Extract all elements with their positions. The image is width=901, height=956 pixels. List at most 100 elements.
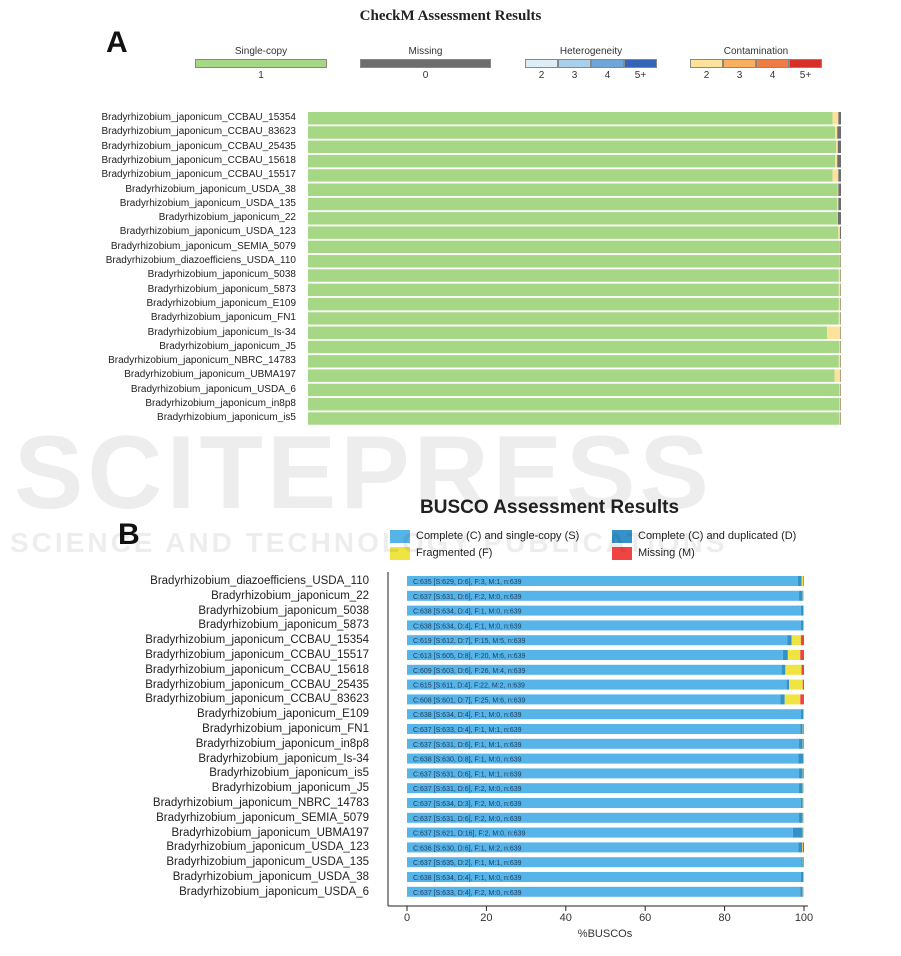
busco-category-label: Bradyrhizobium_japonicum_Is-34 <box>198 752 369 765</box>
busco-bar-fragmented <box>803 709 804 720</box>
con-swatch-4 <box>789 59 822 68</box>
busco-bar-label: C:638 [S:634, D:4], F:1, M:0, n:639 <box>413 609 522 616</box>
busco-bar-duplicated <box>781 664 786 675</box>
checkm-bar-missing <box>840 255 841 268</box>
busco-bar-duplicated <box>787 635 792 646</box>
busco-category-label: Bradyrhizobium_japonicum_E109 <box>197 708 369 721</box>
busco-bar-label: C:635 [S:629, D:6], F:3, M:1, n:639 <box>413 579 522 586</box>
busco-bar-duplicated <box>799 738 803 749</box>
busco-bar-single <box>407 635 788 646</box>
busco-bar-label: C:638 [S:634, D:4], F:1, M:0, n:639 <box>413 712 522 719</box>
panel-b-letter: B <box>118 518 140 551</box>
busco-bar-single <box>407 664 782 675</box>
busco-bar-missing <box>800 635 804 646</box>
busco-bar-missing <box>802 842 804 853</box>
checkm-bar-contamination <box>837 212 838 225</box>
busco-bar-single <box>407 753 799 764</box>
busco-category-label: Bradyrhizobium_japonicum_J5 <box>211 782 369 795</box>
busco-bar-duplicated <box>800 709 804 720</box>
busco-bar-single <box>407 886 801 897</box>
busco-category-label: Bradyrhizobium_japonicum_USDA_135 <box>166 856 369 869</box>
checkm-bar-missing <box>838 183 841 196</box>
busco-bar-fragmented <box>802 827 804 838</box>
checkm-bar-contamination <box>832 112 839 125</box>
checkm-category-label: Bradyrhizobium_japonicum_J5 <box>159 340 296 352</box>
busco-bar-fragmented <box>802 842 803 853</box>
checkm-bar-missing <box>840 412 841 425</box>
busco-bar-fragmented <box>803 605 804 616</box>
legend-missing-label: Missing <box>408 46 443 57</box>
legend-heterogeneity-label: Heterogeneity <box>559 46 623 57</box>
checkm-bar-missing <box>837 154 841 168</box>
busco-bar-fragmented <box>802 812 804 823</box>
checkm-category-label: Bradyrhizobium_japonicum_Is-34 <box>147 326 296 338</box>
busco-category-label: Bradyrhizobium_japonicum_NBRC_14783 <box>152 797 369 809</box>
checkm-bars <box>308 111 841 427</box>
busco-bar-single <box>407 738 800 749</box>
checkm-bar-contamination <box>839 383 841 397</box>
checkm-bar-single-copy <box>308 126 836 139</box>
busco-bar-label: C:638 [S:634, D:4], F:1, M:0, n:639 <box>413 623 522 630</box>
checkm-bar-single-copy <box>308 369 835 382</box>
checkm-bar-contamination <box>839 412 841 425</box>
checkm-bar-missing <box>840 340 841 354</box>
busco-category-label: Bradyrhizobium_japonicum_is5 <box>209 767 369 780</box>
busco-bar-missing <box>800 650 804 660</box>
busco-bar-label: C:637 [S:633, D:4], F:2, M:0, n:639 <box>413 890 522 897</box>
busco-bar-label: C:637 [S:621, D:16], F:2, M:0, n:639 <box>413 831 526 838</box>
legend-missing-swatch <box>360 59 491 68</box>
checkm-bar-missing <box>837 212 841 225</box>
busco-bar-fragmented <box>787 650 801 660</box>
busco-bar-single <box>407 812 800 823</box>
checkm-category-label: Bradyrhizobium_japonicum_CCBAU_15517 <box>101 169 296 181</box>
checkm-category-label: Bradyrhizobium_japonicum_E109 <box>146 297 296 309</box>
busco-bar-label: C:637 [S:635, D:2], F:1, M:1, n:639 <box>413 860 522 867</box>
busco-category-label: Bradyrhizobium_japonicum_FN1 <box>202 723 369 735</box>
busco-category-label: Bradyrhizobium_japonicum_CCBAU_83623 <box>145 693 369 706</box>
checkm-bar-single-copy <box>308 297 839 311</box>
busco-bar-single <box>407 857 802 868</box>
busco-bar-duplicated <box>799 783 803 794</box>
checkm-category-label: Bradyrhizobium_japonicum_UBMA197 <box>124 369 296 381</box>
busco-bar-label: C:638 [S:634, D:4], F:1, M:0, n:639 <box>413 875 522 882</box>
checkm-bar-single-copy <box>308 340 840 354</box>
busco-bar-duplicated <box>800 724 803 734</box>
busco-bar-missing <box>803 768 804 779</box>
busco-bar-single <box>407 650 783 660</box>
checkm-bar-single-copy <box>308 212 838 225</box>
legend-single-copy-tick: 1 <box>258 70 264 81</box>
busco-bar-missing <box>803 724 804 734</box>
checkm-bar-missing <box>838 197 841 211</box>
checkm-category-label: Bradyrhizobium_japonicum_USDA_38 <box>125 183 296 195</box>
checkm-category-label: Bradyrhizobium_japonicum_CCBAU_83623 <box>101 126 296 138</box>
busco-title: BUSCO Assessment Results <box>420 497 680 518</box>
busco-category-label: Bradyrhizobium_japonicum_SEMIA_5079 <box>156 811 369 824</box>
busco-legend-swatch-4 <box>612 547 632 560</box>
busco-x-tick-label: 40 <box>559 912 572 924</box>
busco-bar-label: C:637 [S:631, D:6], F:2, M:0, n:639 <box>413 786 522 793</box>
het-tick-1: 2 <box>538 70 545 81</box>
busco-bar-fragmented <box>802 798 804 808</box>
busco-x-tick-label: 80 <box>718 912 731 924</box>
checkm-bar-contamination <box>834 369 841 382</box>
busco-bar-single <box>407 576 798 586</box>
checkm-bar-contamination <box>839 340 841 354</box>
busco-bar-fragmented <box>802 590 804 601</box>
busco-bar-duplicated <box>799 768 803 779</box>
checkm-bar-contamination <box>839 240 841 254</box>
busco-x-tick-label: 0 <box>403 912 411 924</box>
con-swatch-2 <box>723 59 756 68</box>
checkm-bar-contamination <box>835 126 838 139</box>
busco-legend-label-3: Fragmented (F) <box>416 547 493 559</box>
checkm-bar-missing <box>839 226 841 239</box>
busco-bar-single <box>407 620 801 631</box>
busco-bar-duplicated <box>798 753 804 764</box>
busco-bar-single <box>407 827 793 838</box>
checkm-bar-contamination <box>837 197 839 211</box>
busco-category-label: Bradyrhizobium_japonicum_USDA_38 <box>172 871 369 883</box>
busco-bar-single <box>407 605 801 616</box>
checkm-bar-contamination <box>838 283 841 297</box>
busco-bar-fragmented <box>802 783 804 794</box>
busco-bar-label: C:637 [S:631, D:6], F:2, M:0, n:639 <box>413 816 522 823</box>
checkm-bar-contamination <box>838 269 841 282</box>
